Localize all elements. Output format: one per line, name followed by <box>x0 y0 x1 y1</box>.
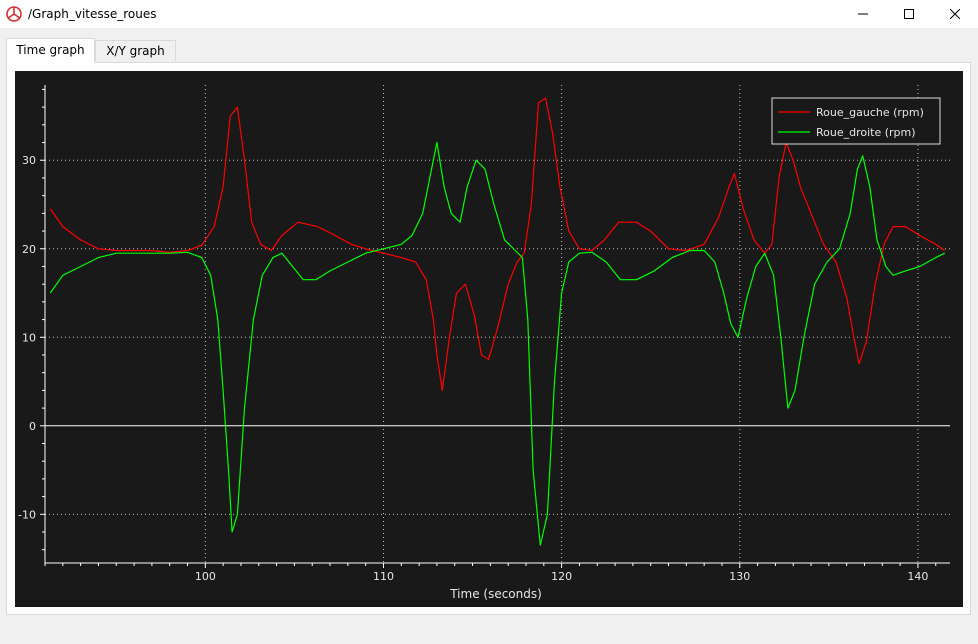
maximize-button[interactable] <box>886 0 932 28</box>
x-tick-label: 100 <box>195 570 216 583</box>
x-tick-label: 130 <box>729 570 750 583</box>
app-logo-icon <box>6 6 22 22</box>
tab-xy-graph[interactable]: X/Y graph <box>95 40 176 61</box>
legend-box <box>771 97 941 145</box>
close-button[interactable] <box>932 0 978 28</box>
legend-label: Roue_gauche (rpm) <box>816 106 924 119</box>
x-axis-label: Time (seconds) <box>449 587 542 601</box>
title-bar: /Graph_vitesse_roues <box>0 0 978 28</box>
minimize-icon <box>858 13 868 15</box>
x-tick-label: 140 <box>907 570 928 583</box>
y-tick-label: 30 <box>22 154 36 167</box>
y-tick-label: -10 <box>18 508 36 521</box>
legend: Roue_gauche (rpm) Roue_droite (rpm) <box>771 97 941 145</box>
maximize-icon <box>904 9 914 19</box>
window-title: /Graph_vitesse_roues <box>28 7 157 21</box>
y-tick-label: 20 <box>22 243 36 256</box>
minimize-button[interactable] <box>840 0 886 28</box>
grid <box>45 85 950 563</box>
legend-label: Roue_droite (rpm) <box>816 126 916 139</box>
x-tick-label: 120 <box>551 570 572 583</box>
series-line-roue-gauche <box>49 97 946 391</box>
x-tick-label: 110 <box>373 570 394 583</box>
series-line-roue-droite <box>49 141 945 546</box>
tab-time-graph[interactable]: Time graph <box>6 38 95 63</box>
series-lines <box>49 97 946 546</box>
axes: 100 110 120 130 140 -10 0 10 20 30 <box>18 85 950 583</box>
y-tick-label: 10 <box>22 331 36 344</box>
y-tick-label: 0 <box>29 420 36 433</box>
time-graph-plot[interactable]: 100 110 120 130 140 -10 0 10 20 30 Time (seconds)… <box>15 71 963 607</box>
close-icon <box>950 9 960 19</box>
line-chart[interactable]: 100 110 120 130 140 -10 0 10 20 30 Time (seconds)… <box>15 71 963 607</box>
tab-bar: Time graph X/Y graph <box>0 38 978 63</box>
